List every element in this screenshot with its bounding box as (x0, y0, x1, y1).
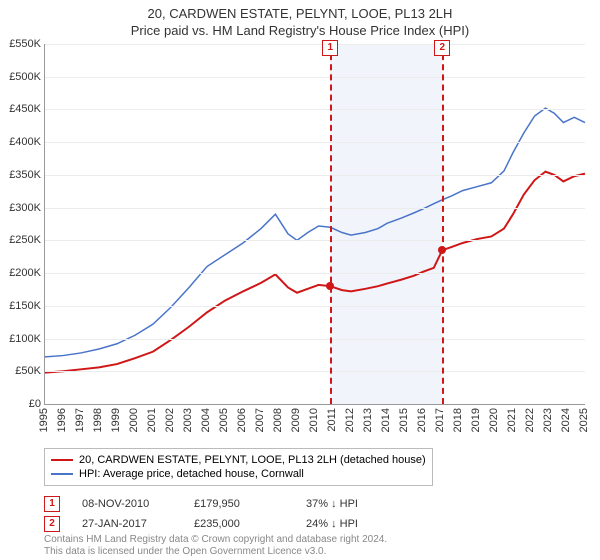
chart-lines (45, 44, 585, 404)
legend: 20, CARDWEN ESTATE, PELYNT, LOOE, PL13 2… (44, 448, 433, 486)
event-row: 2 27-JAN-2017 £235,000 24% ↓ HPI (44, 514, 396, 534)
events-table: 1 08-NOV-2010 £179,950 37% ↓ HPI 2 27-JA… (44, 494, 396, 534)
chart-container: 20, CARDWEN ESTATE, PELYNT, LOOE, PL13 2… (0, 0, 600, 560)
event-badge: 2 (44, 516, 60, 532)
chart-subtitle: Price paid vs. HM Land Registry's House … (0, 21, 600, 42)
y-tick-label: £550K (1, 38, 41, 50)
gridline (45, 77, 585, 78)
x-tick-label: 2002 (164, 408, 176, 432)
event-date: 27-JAN-2017 (82, 518, 172, 530)
y-tick-label: £500K (1, 71, 41, 83)
gridline (45, 175, 585, 176)
y-tick-label: £250K (1, 234, 41, 246)
series-line-hpi (45, 108, 585, 357)
x-tick-label: 2015 (398, 408, 410, 432)
y-tick-label: £100K (1, 333, 41, 345)
event-vline (442, 44, 444, 404)
x-tick-label: 1996 (56, 408, 68, 432)
plot-area: 12 (44, 44, 585, 405)
x-tick-label: 2023 (542, 408, 554, 432)
event-row: 1 08-NOV-2010 £179,950 37% ↓ HPI (44, 494, 396, 514)
event-delta: 24% ↓ HPI (306, 518, 396, 530)
event-point (438, 246, 446, 254)
x-tick-label: 2000 (128, 408, 140, 432)
footer: Contains HM Land Registry data © Crown c… (44, 534, 387, 558)
x-tick-label: 1998 (92, 408, 104, 432)
x-tick-label: 1997 (74, 408, 86, 432)
x-tick-label: 2014 (380, 408, 392, 432)
y-tick-label: £400K (1, 136, 41, 148)
x-tick-label: 2010 (308, 408, 320, 432)
event-delta: 37% ↓ HPI (306, 498, 396, 510)
event-price: £235,000 (194, 518, 284, 530)
x-tick-label: 2025 (578, 408, 590, 432)
y-tick-label: £350K (1, 169, 41, 181)
event-price: £179,950 (194, 498, 284, 510)
event-point (326, 282, 334, 290)
x-tick-label: 2001 (146, 408, 158, 432)
gridline (45, 44, 585, 45)
gridline (45, 371, 585, 372)
x-tick-label: 2019 (470, 408, 482, 432)
y-tick-label: £0 (1, 398, 41, 410)
gridline (45, 208, 585, 209)
y-tick-label: £300K (1, 202, 41, 214)
legend-item: 20, CARDWEN ESTATE, PELYNT, LOOE, PL13 2… (51, 453, 426, 467)
legend-swatch (51, 473, 73, 475)
x-tick-label: 2017 (434, 408, 446, 432)
x-tick-label: 2007 (254, 408, 266, 432)
footer-line: Contains HM Land Registry data © Crown c… (44, 534, 387, 546)
footer-line: This data is licensed under the Open Gov… (44, 546, 387, 558)
x-tick-label: 2009 (290, 408, 302, 432)
gridline (45, 273, 585, 274)
event-date: 08-NOV-2010 (82, 498, 172, 510)
y-tick-label: £450K (1, 103, 41, 115)
event-marker-label: 2 (434, 40, 450, 56)
y-tick-label: £150K (1, 300, 41, 312)
x-tick-label: 2004 (200, 408, 212, 432)
x-tick-label: 2006 (236, 408, 248, 432)
x-tick-label: 2011 (326, 408, 338, 432)
gridline (45, 240, 585, 241)
event-badge: 1 (44, 496, 60, 512)
x-tick-label: 1995 (38, 408, 50, 432)
event-vline (330, 44, 332, 404)
event-marker-label: 1 (322, 40, 338, 56)
x-tick-label: 2003 (182, 408, 194, 432)
x-tick-label: 2016 (416, 408, 428, 432)
x-tick-label: 2012 (344, 408, 356, 432)
x-tick-label: 2024 (560, 408, 572, 432)
y-tick-label: £200K (1, 267, 41, 279)
legend-item: HPI: Average price, detached house, Corn… (51, 467, 426, 481)
x-tick-label: 2021 (506, 408, 518, 432)
x-tick-label: 1999 (110, 408, 122, 432)
chart-title: 20, CARDWEN ESTATE, PELYNT, LOOE, PL13 2… (0, 0, 600, 21)
gridline (45, 306, 585, 307)
x-tick-label: 2013 (362, 408, 374, 432)
legend-label: 20, CARDWEN ESTATE, PELYNT, LOOE, PL13 2… (79, 454, 426, 466)
y-tick-label: £50K (1, 365, 41, 377)
x-tick-label: 2005 (218, 408, 230, 432)
gridline (45, 339, 585, 340)
x-tick-label: 2022 (524, 408, 536, 432)
x-tick-label: 2008 (272, 408, 284, 432)
x-tick-label: 2018 (452, 408, 464, 432)
gridline (45, 109, 585, 110)
gridline (45, 142, 585, 143)
legend-swatch (51, 459, 73, 461)
legend-label: HPI: Average price, detached house, Corn… (79, 468, 304, 480)
x-tick-label: 2020 (488, 408, 500, 432)
